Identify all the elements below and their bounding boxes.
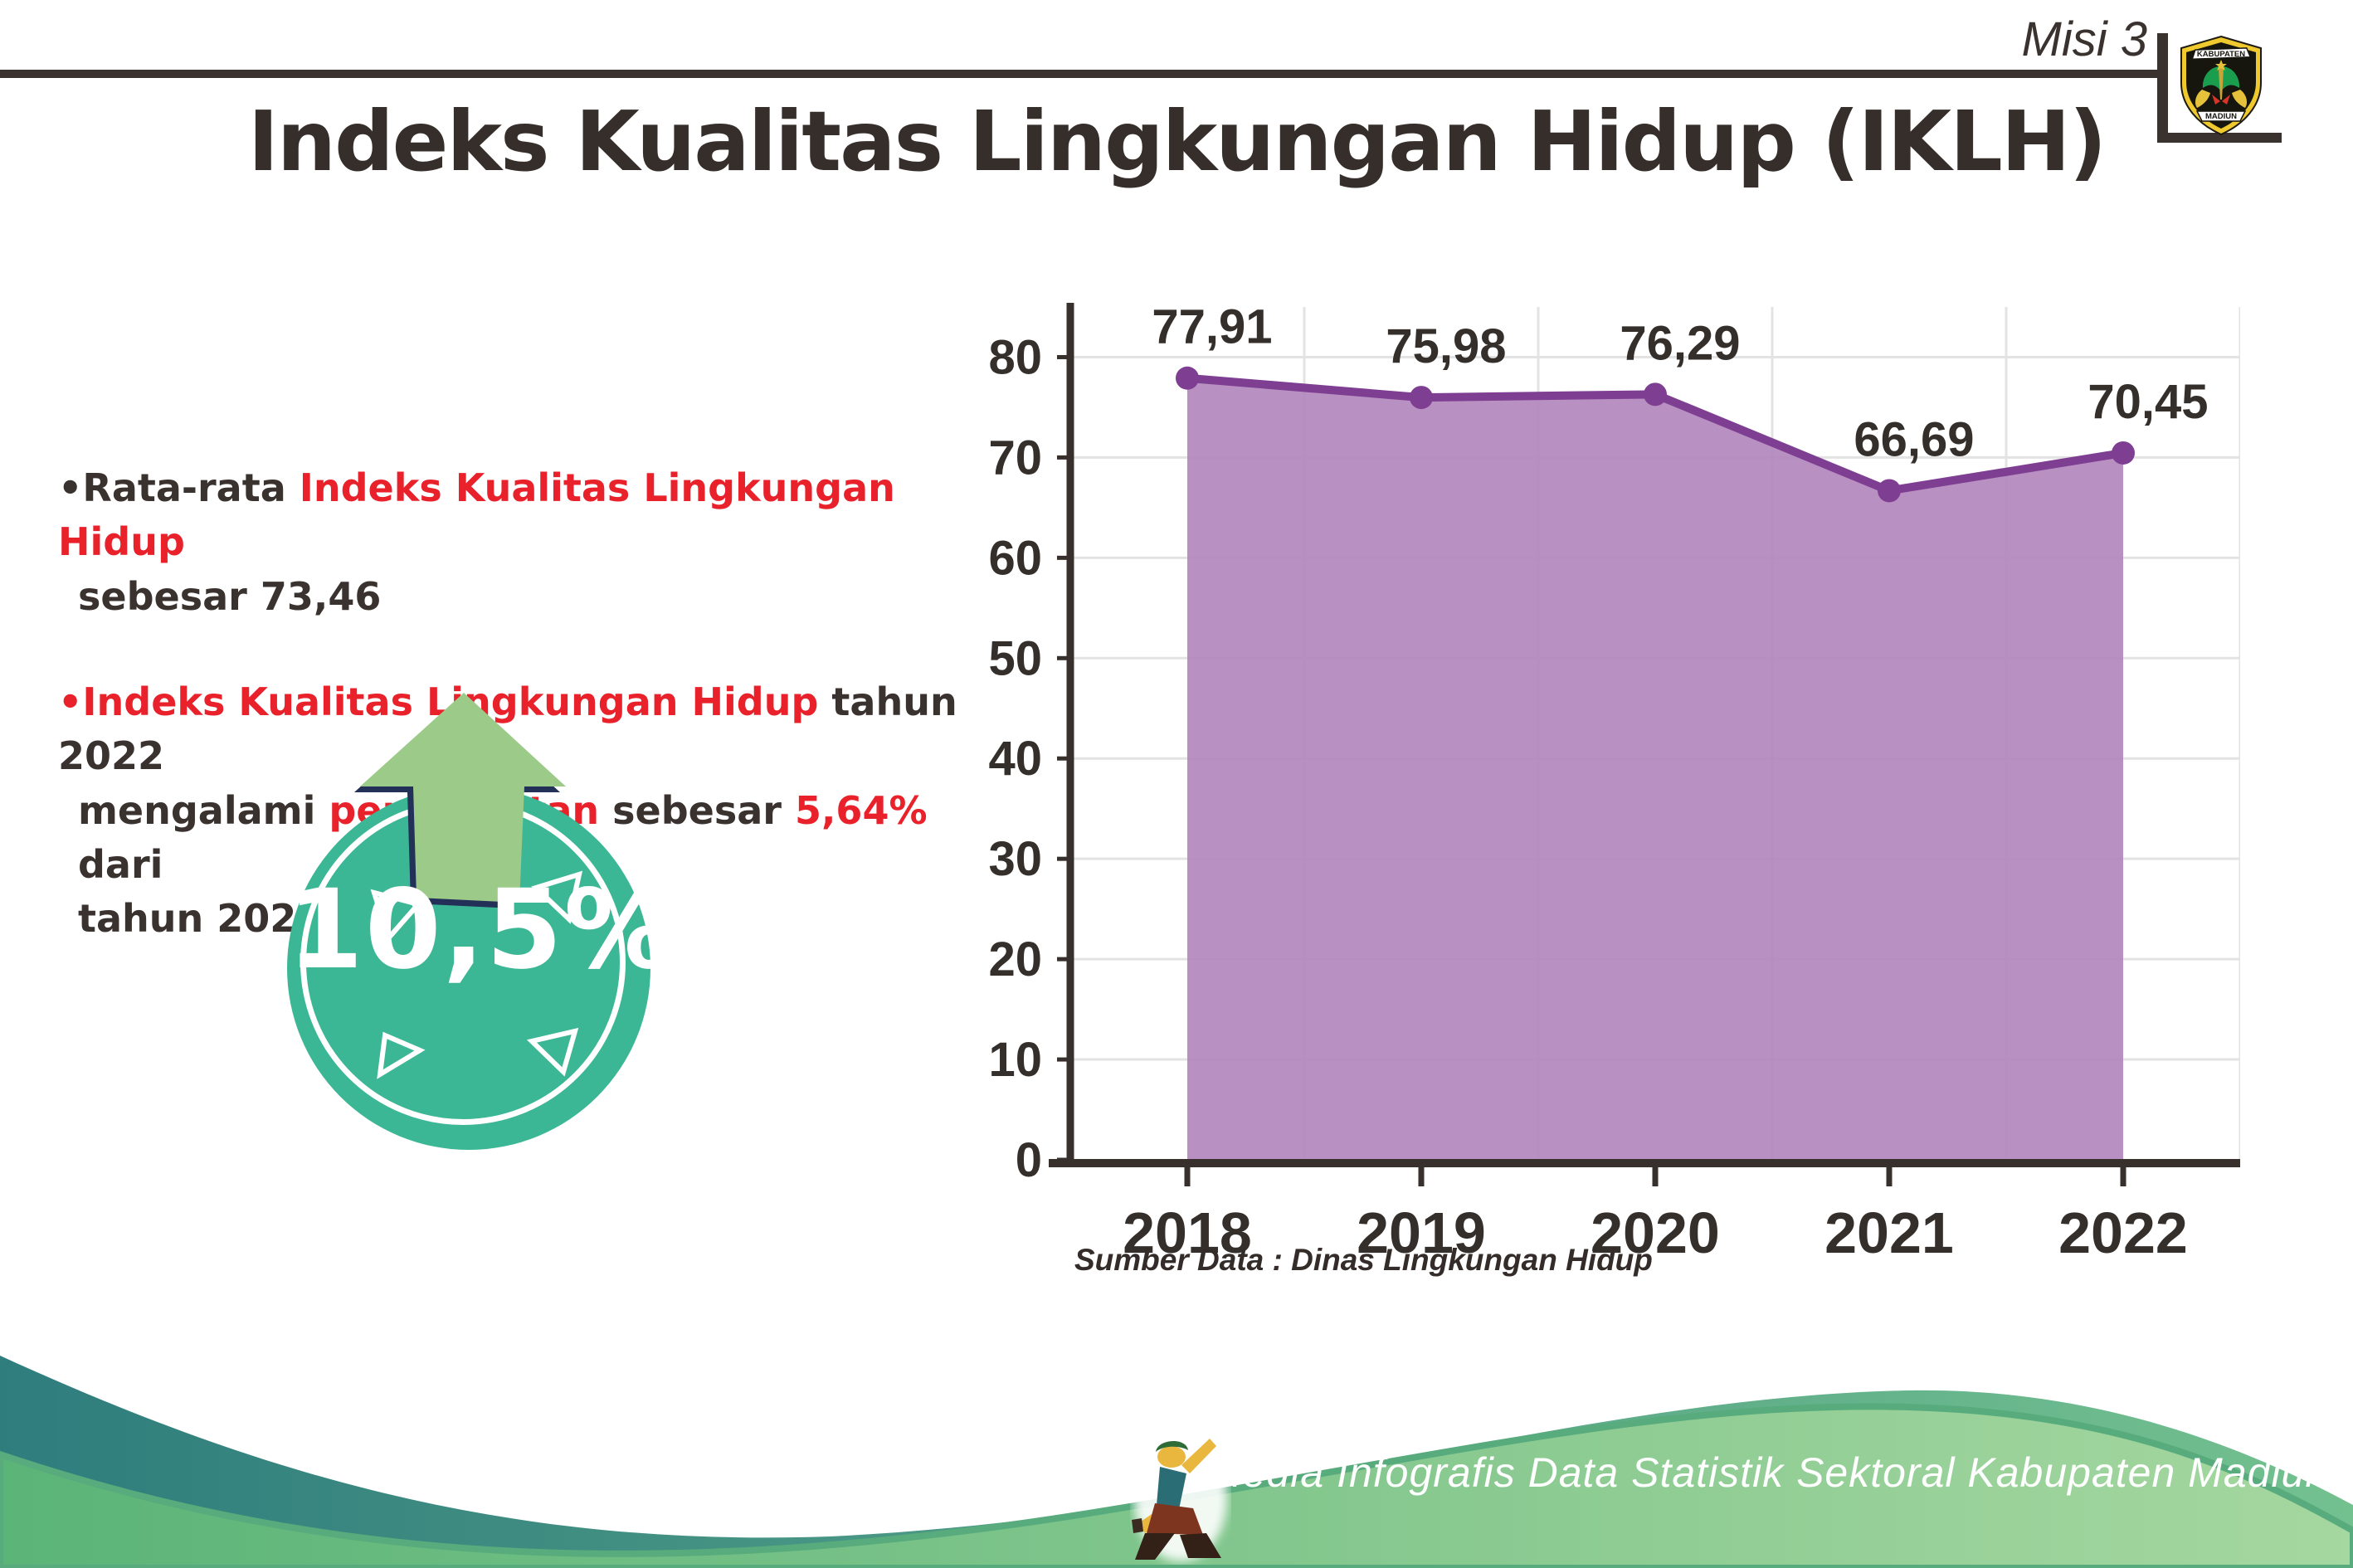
svg-text:2019: 2019 — [1357, 1200, 1486, 1265]
header-rule — [0, 70, 2157, 78]
bullet-2-percent: 5,64% — [794, 787, 928, 833]
bullet-1-value: sebesar 73,46 — [78, 573, 382, 619]
wave-front-green — [0, 1403, 2353, 1568]
bullet-2-text-dark: tahun 2022 — [58, 679, 957, 779]
svg-text:70,45: 70,45 — [2087, 375, 2208, 429]
badge-value: 10,5% — [287, 866, 675, 994]
svg-text:2022: 2022 — [2058, 1200, 2188, 1265]
bullet-1: •Rata-rata Indeks Kualitas Lingkungan Hi… — [58, 461, 996, 624]
logo-bottom-text: MADIUN — [2205, 112, 2237, 121]
svg-text:40: 40 — [988, 732, 1042, 786]
iklh-area-chart: 77,91 75,98 76,29 66,69 70,45 0 10 20 30 40 50 60 70… — [988, 300, 2240, 1265]
svg-text:2021: 2021 — [1824, 1200, 1954, 1265]
bullet-1-line-2: sebesar 73,46 — [58, 570, 996, 624]
bullet-1-text-dark: •Rata-rata — [58, 465, 300, 510]
svg-text:10: 10 — [988, 1033, 1042, 1087]
svg-text:60: 60 — [988, 531, 1042, 585]
footer-wave-graphic — [0, 1356, 2353, 1568]
insight-text-block: •Rata-rata Indeks Kualitas Lingkungan Hi… — [58, 461, 996, 947]
svg-text:75,98: 75,98 — [1386, 319, 1506, 373]
logo-bracket-vertical — [2157, 33, 2168, 143]
kabupaten-madiun-logo: KABUPATEN MADIUN — [2180, 35, 2262, 136]
badge-sparkle-triangles — [370, 870, 583, 1079]
svg-text:2020: 2020 — [1591, 1200, 1720, 1265]
page-title: Indeks Kualitas Lingkungan Hidup (IKLH) — [247, 93, 2107, 190]
bullet-1-line-1: •Rata-rata Indeks Kualitas Lingkungan Hi… — [58, 461, 996, 570]
svg-text:50: 50 — [988, 631, 1042, 685]
svg-text:76,29: 76,29 — [1620, 316, 1740, 370]
footer-credit: Media Infografis Data Statistik Sektoral… — [1207, 1449, 2353, 1496]
svg-text:2018: 2018 — [1123, 1200, 1252, 1265]
up-arrow-icon — [354, 693, 566, 908]
svg-text:30: 30 — [988, 832, 1042, 886]
svg-text:20: 20 — [988, 933, 1042, 986]
bullet-1-text-red: Indeks Kualitas Lingkungan Hidup — [58, 465, 895, 565]
svg-text:0: 0 — [1016, 1133, 1042, 1187]
misi-label: Misi 3 — [2021, 12, 2147, 66]
svg-text:77,91: 77,91 — [1152, 300, 1272, 354]
logo-top-text: KABUPATEN — [2197, 50, 2245, 59]
bullet-2-line-3: tahun 2021 — [78, 896, 324, 942]
dancer-mascot-icon — [1132, 1435, 1227, 1561]
svg-text:66,69: 66,69 — [1854, 412, 1974, 466]
svg-text:70: 70 — [988, 431, 1042, 485]
logo-bracket-horizontal — [2157, 133, 2282, 143]
svg-text:80: 80 — [988, 330, 1042, 384]
source-note: Sumber Data : Dinas Lingkungan Hidup — [1074, 1243, 1653, 1277]
increase-badge: 10,5% — [287, 685, 675, 1155]
